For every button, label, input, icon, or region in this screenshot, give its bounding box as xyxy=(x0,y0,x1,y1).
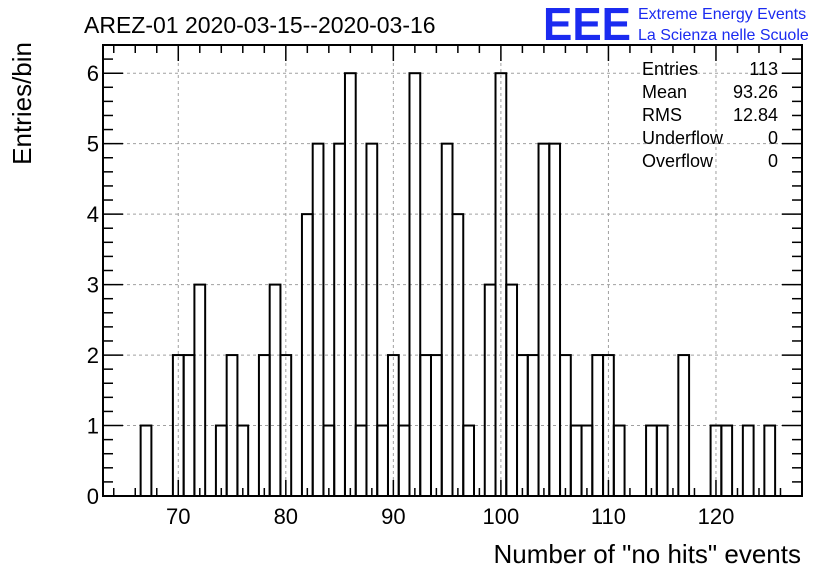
stats-value-entries: 113 xyxy=(749,59,778,79)
eee-logo: EEE Extreme Energy Events La Scienza nel… xyxy=(543,0,809,50)
stats-label-underflow: Underflow xyxy=(642,128,724,148)
y-tick-label-5: 5 xyxy=(87,132,99,157)
stats-value-rms: 12.84 xyxy=(733,105,778,125)
logo-line2: La Scienza nelle Scuole xyxy=(638,27,809,44)
stats-label-entries: Entries xyxy=(642,59,698,79)
chart-title: AREZ-01 2020-03-15--2020-03-16 xyxy=(84,12,436,38)
x-axis-label: Number of "no hits" events xyxy=(494,539,802,569)
x-tick-label-0: 70 xyxy=(166,504,190,529)
y-tick-label-1: 1 xyxy=(87,414,99,439)
x-tick-label-4: 110 xyxy=(591,504,626,529)
stats-value-overflow: 0 xyxy=(768,151,778,171)
stats-box: Entries 113 Mean 93.26 RMS 12.84 Underflow 0 Ove… xyxy=(642,59,778,171)
x-tick-label-1: 80 xyxy=(274,504,298,529)
axes xyxy=(102,44,803,497)
stats-value-mean: 93.26 xyxy=(733,82,778,102)
stats-label-rms: RMS xyxy=(642,105,682,125)
logo-line1: Extreme Energy Events xyxy=(638,6,806,23)
stats-label-overflow: Overflow xyxy=(642,151,714,171)
stats-value-underflow: 0 xyxy=(768,128,778,148)
stats-label-mean: Mean xyxy=(642,82,687,102)
y-tick-label-0: 0 xyxy=(87,484,99,509)
y-tick-labels: 0 1 2 3 4 5 6 xyxy=(87,61,99,509)
x-tick-label-2: 90 xyxy=(381,504,405,529)
y-tick-label-2: 2 xyxy=(87,343,99,368)
x-tick-label-5: 120 xyxy=(698,504,735,529)
y-tick-label-4: 4 xyxy=(87,202,99,227)
y-tick-label-6: 6 xyxy=(87,61,99,86)
x-tick-labels: 70 80 90 100 110 120 xyxy=(166,504,734,529)
y-tick-label-3: 3 xyxy=(87,273,99,298)
logo-mark: EEE xyxy=(543,0,631,50)
y-axis-label: Entries/bin xyxy=(7,42,37,165)
x-tick-label-3: 100 xyxy=(483,504,520,529)
